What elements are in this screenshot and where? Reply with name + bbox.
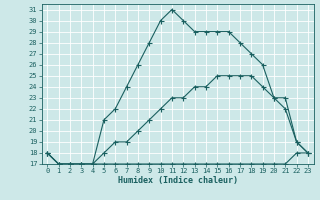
X-axis label: Humidex (Indice chaleur): Humidex (Indice chaleur) [118, 176, 237, 185]
